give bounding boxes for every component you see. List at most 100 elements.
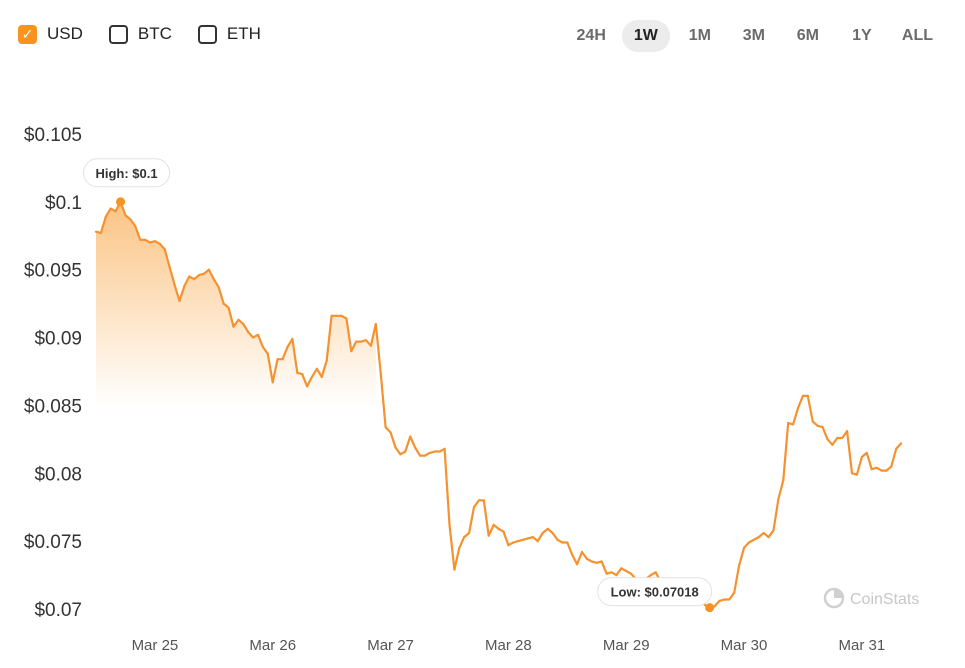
data-point (247, 331, 250, 334)
low-label-box (597, 577, 713, 607)
data-point (625, 569, 628, 573)
currency-option-usd[interactable]: ✓ USD (18, 24, 83, 44)
x-tick-label: Mar 30 (721, 637, 768, 654)
data-point (394, 446, 397, 449)
data-point (782, 479, 785, 482)
data-point (875, 466, 878, 469)
data-point (271, 381, 274, 384)
data-point (104, 215, 107, 218)
data-point (630, 572, 633, 575)
data-point (409, 435, 412, 438)
data-point (585, 557, 589, 560)
currency-option-eth[interactable]: ETH (197, 24, 261, 44)
data-point (148, 241, 152, 244)
data-point (836, 436, 839, 440)
data-point (438, 450, 441, 453)
y-tick-label: $0.08 (34, 464, 82, 485)
y-tick-label: $0.095 (24, 261, 82, 282)
data-point (600, 560, 603, 563)
data-point (850, 472, 854, 475)
data-point (792, 423, 795, 426)
btc-checkbox[interactable] (108, 24, 128, 44)
data-point (885, 469, 888, 472)
data-point (99, 231, 102, 235)
y-tick-label: $0.1 (45, 193, 82, 214)
data-point (590, 560, 593, 563)
range-24h-button[interactable]: 24H (576, 27, 606, 44)
data-point (134, 225, 137, 228)
data-point (330, 314, 333, 317)
data-point (723, 598, 726, 601)
range-1y-button[interactable]: 1Y (852, 27, 872, 44)
y-tick-label: $0.07 (34, 600, 82, 621)
data-point (787, 421, 790, 425)
coinstats-watermark: CoinStats (823, 587, 919, 609)
data-point (487, 534, 490, 537)
data-point (468, 531, 471, 535)
data-point (738, 564, 741, 567)
data-point (109, 207, 112, 210)
y-tick-label: $0.085 (24, 396, 82, 417)
data-point (325, 359, 328, 362)
data-point (345, 317, 348, 320)
data-point (767, 536, 770, 539)
data-point (551, 531, 554, 535)
currency-label-usd: USD (47, 24, 83, 43)
data-point (566, 541, 569, 544)
data-point (895, 447, 898, 450)
data-point (286, 345, 289, 349)
range-all-button[interactable]: ALL (901, 27, 933, 44)
data-point (252, 336, 255, 339)
data-point (880, 469, 883, 472)
data-point (423, 454, 426, 457)
currency-label-eth: ETH (226, 24, 261, 43)
data-point (865, 451, 868, 454)
data-point (806, 394, 809, 397)
data-point (232, 325, 235, 328)
x-tick-label: Mar 25 (132, 637, 179, 654)
data-point (595, 561, 598, 564)
data-point (355, 340, 358, 343)
y-axis: $0.07 $0.075 $0.08 $0.085 $0.09 $0.095 $0.1 $0.… (24, 125, 82, 621)
data-point (816, 424, 819, 427)
data-point (256, 333, 260, 336)
data-point (173, 283, 176, 286)
data-point (364, 339, 368, 342)
data-point (826, 438, 829, 441)
data-point (369, 344, 372, 347)
data-point (870, 468, 873, 471)
eth-checkbox[interactable] (197, 24, 217, 44)
data-point (340, 314, 343, 317)
range-1m-button[interactable]: 1M (688, 27, 711, 44)
data-point (492, 523, 495, 526)
data-point (502, 530, 505, 533)
currency-option-btc[interactable]: BTC (108, 24, 172, 44)
coinstats-logo-slice (834, 589, 843, 598)
data-point (261, 345, 264, 349)
range-1w-button[interactable]: 1W (621, 20, 670, 52)
data-point (168, 265, 171, 269)
data-point (772, 529, 775, 532)
data-point (900, 442, 903, 445)
usd-checkbox[interactable]: ✓ (18, 24, 37, 44)
x-tick-label: Mar 28 (485, 637, 532, 654)
data-point (296, 371, 299, 374)
data-point (448, 523, 451, 526)
data-point (144, 238, 147, 241)
data-point (139, 238, 142, 241)
data-point (163, 248, 166, 251)
range-6m-button[interactable]: 6M (796, 27, 819, 44)
data-point (433, 450, 436, 453)
data-point (94, 230, 98, 233)
data-point (541, 531, 544, 535)
data-point (556, 538, 559, 541)
data-point (811, 420, 814, 423)
data-point (183, 284, 186, 288)
data-point (291, 337, 294, 340)
currency-label-btc: BTC (137, 24, 172, 43)
data-point (531, 536, 535, 539)
range-3m-button[interactable]: 3M (742, 27, 765, 44)
data-point (757, 536, 760, 539)
data-point (610, 571, 613, 574)
data-point (497, 527, 500, 531)
